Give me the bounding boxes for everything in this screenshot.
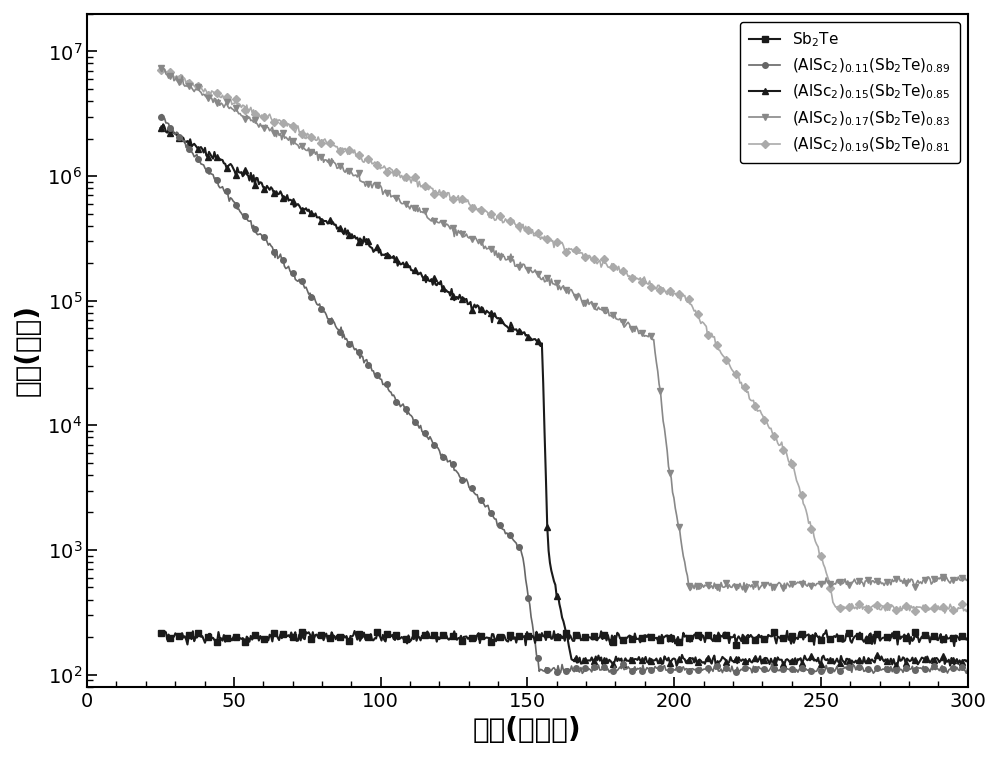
(AlSc$_2$)$_{0.17}$(Sb$_2$Te)$_{0.83}$: [962, 575, 974, 584]
Line: (AlSc$_2$)$_{0.15}$(Sb$_2$Te)$_{0.85}$: (AlSc$_2$)$_{0.15}$(Sb$_2$Te)$_{0.85}$: [157, 121, 971, 669]
(AlSc$_2$)$_{0.17}$(Sb$_2$Te)$_{0.83}$: [764, 581, 776, 590]
Sb$_2$Te: [155, 628, 167, 637]
(AlSc$_2$)$_{0.19}$(Sb$_2$Te)$_{0.81}$: [297, 125, 309, 134]
(AlSc$_2$)$_{0.11}$(Sb$_2$Te)$_{0.89}$: [156, 110, 168, 119]
(AlSc$_2$)$_{0.15}$(Sb$_2$Te)$_{0.85}$: [765, 654, 777, 663]
(AlSc$_2$)$_{0.11}$(Sb$_2$Te)$_{0.89}$: [155, 112, 167, 121]
(AlSc$_2$)$_{0.15}$(Sb$_2$Te)$_{0.85}$: [299, 205, 311, 215]
(AlSc$_2$)$_{0.15}$(Sb$_2$Te)$_{0.85}$: [962, 655, 974, 664]
(AlSc$_2$)$_{0.15}$(Sb$_2$Te)$_{0.85}$: [521, 330, 533, 340]
(AlSc$_2$)$_{0.17}$(Sb$_2$Te)$_{0.83}$: [297, 143, 309, 152]
Line: (AlSc$_2$)$_{0.17}$(Sb$_2$Te)$_{0.83}$: (AlSc$_2$)$_{0.17}$(Sb$_2$Te)$_{0.83}$: [157, 65, 971, 594]
(AlSc$_2$)$_{0.19}$(Sb$_2$Te)$_{0.81}$: [155, 65, 167, 74]
(AlSc$_2$)$_{0.19}$(Sb$_2$Te)$_{0.81}$: [762, 421, 774, 431]
(AlSc$_2$)$_{0.11}$(Sb$_2$Te)$_{0.89}$: [521, 583, 533, 592]
(AlSc$_2$)$_{0.15}$(Sb$_2$Te)$_{0.85}$: [671, 662, 683, 671]
(AlSc$_2$)$_{0.11}$(Sb$_2$Te)$_{0.89}$: [696, 666, 708, 675]
(AlSc$_2$)$_{0.15}$(Sb$_2$Te)$_{0.85}$: [155, 124, 167, 133]
(AlSc$_2$)$_{0.17}$(Sb$_2$Te)$_{0.83}$: [155, 64, 167, 73]
(AlSc$_2$)$_{0.15}$(Sb$_2$Te)$_{0.85}$: [363, 242, 375, 251]
Y-axis label: 电阻(欧姆): 电阻(欧姆): [14, 304, 42, 396]
X-axis label: 温度(摄氏度): 温度(摄氏度): [473, 716, 582, 744]
(AlSc$_2$)$_{0.15}$(Sb$_2$Te)$_{0.85}$: [157, 120, 169, 129]
Line: Sb$_2$Te: Sb$_2$Te: [157, 627, 971, 650]
(AlSc$_2$)$_{0.19}$(Sb$_2$Te)$_{0.81}$: [939, 609, 951, 618]
(AlSc$_2$)$_{0.11}$(Sb$_2$Te)$_{0.89}$: [633, 665, 645, 674]
Sb$_2$Te: [630, 634, 642, 644]
(AlSc$_2$)$_{0.11}$(Sb$_2$Te)$_{0.89}$: [299, 283, 311, 293]
Legend: Sb$_2$Te, (AlSc$_2$)$_{0.11}$(Sb$_2$Te)$_{0.89}$, (AlSc$_2$)$_{0.15}$(Sb$_2$Te)$: Sb$_2$Te, (AlSc$_2$)$_{0.11}$(Sb$_2$Te)$…: [740, 21, 960, 163]
Sb$_2$Te: [820, 625, 832, 634]
(AlSc$_2$)$_{0.17}$(Sb$_2$Te)$_{0.83}$: [694, 584, 706, 594]
(AlSc$_2$)$_{0.11}$(Sb$_2$Te)$_{0.89}$: [363, 360, 375, 369]
(AlSc$_2$)$_{0.11}$(Sb$_2$Te)$_{0.89}$: [576, 669, 588, 678]
Sb$_2$Te: [962, 633, 974, 642]
Sb$_2$Te: [297, 634, 309, 643]
(AlSc$_2$)$_{0.17}$(Sb$_2$Te)$_{0.83}$: [520, 264, 532, 273]
Sb$_2$Te: [762, 631, 774, 640]
Sb$_2$Te: [694, 634, 706, 644]
(AlSc$_2$)$_{0.15}$(Sb$_2$Te)$_{0.85}$: [632, 656, 644, 665]
(AlSc$_2$)$_{0.19}$(Sb$_2$Te)$_{0.81}$: [630, 274, 642, 283]
(AlSc$_2$)$_{0.11}$(Sb$_2$Te)$_{0.89}$: [765, 663, 777, 672]
(AlSc$_2$)$_{0.19}$(Sb$_2$Te)$_{0.81}$: [962, 604, 974, 613]
Line: (AlSc$_2$)$_{0.19}$(Sb$_2$Te)$_{0.81}$: (AlSc$_2$)$_{0.19}$(Sb$_2$Te)$_{0.81}$: [158, 67, 970, 615]
Sb$_2$Te: [948, 641, 960, 650]
(AlSc$_2$)$_{0.19}$(Sb$_2$Te)$_{0.81}$: [694, 315, 706, 324]
(AlSc$_2$)$_{0.19}$(Sb$_2$Te)$_{0.81}$: [520, 222, 532, 231]
(AlSc$_2$)$_{0.19}$(Sb$_2$Te)$_{0.81}$: [362, 155, 374, 164]
(AlSc$_2$)$_{0.11}$(Sb$_2$Te)$_{0.89}$: [962, 664, 974, 673]
(AlSc$_2$)$_{0.15}$(Sb$_2$Te)$_{0.85}$: [696, 658, 708, 667]
Line: (AlSc$_2$)$_{0.11}$(Sb$_2$Te)$_{0.89}$: (AlSc$_2$)$_{0.11}$(Sb$_2$Te)$_{0.89}$: [158, 111, 970, 676]
(AlSc$_2$)$_{0.17}$(Sb$_2$Te)$_{0.83}$: [714, 587, 726, 596]
(AlSc$_2$)$_{0.17}$(Sb$_2$Te)$_{0.83}$: [630, 321, 642, 330]
(AlSc$_2$)$_{0.17}$(Sb$_2$Te)$_{0.83}$: [362, 180, 374, 189]
Sb$_2$Te: [520, 641, 532, 650]
Sb$_2$Te: [362, 633, 374, 642]
